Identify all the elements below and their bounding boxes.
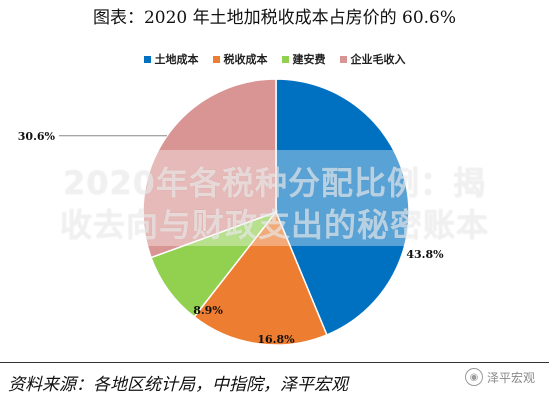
pie-chart: 43.8% 16.8% 8.9% 30.6% xyxy=(18,78,444,346)
source-divider xyxy=(0,362,549,363)
brand-text: 泽平宏观 xyxy=(486,370,535,385)
slice-land xyxy=(275,78,410,336)
watermark-line-1: 2020年各税种分配比例：揭 xyxy=(62,164,487,202)
source-note: 资料来源：各地区统计局，中指院，泽平宏观 xyxy=(8,375,348,395)
watermark-line-2: 收去向与财政支出的秘密账本 xyxy=(59,206,489,244)
legend-item-land: 土地成本 xyxy=(143,51,199,67)
legend-label-build: 建安费 xyxy=(292,53,326,66)
legend-item-build: 建安费 xyxy=(281,51,326,67)
data-label-tax: 16.8% xyxy=(257,333,295,346)
data-label-profit: 30.6% xyxy=(18,130,56,143)
legend-swatch-tax xyxy=(212,55,220,63)
wechat-icon: ◉ xyxy=(464,368,483,386)
data-label-land: 43.8% xyxy=(406,248,444,261)
legend-label-tax: 税收成本 xyxy=(223,53,268,66)
legend-label-land: 土地成本 xyxy=(154,53,199,66)
legend-label-profit: 企业毛收入 xyxy=(350,53,406,66)
slice-profit xyxy=(142,78,277,259)
legend-swatch-build xyxy=(281,55,289,63)
slice-tax xyxy=(193,210,328,346)
legend-swatch-land xyxy=(143,55,151,63)
brand-mark: ◉ 泽平宏观 xyxy=(464,368,535,386)
chart-legend: 土地成本 税收成本 建安费 企业毛收入 xyxy=(0,48,549,70)
legend-swatch-profit xyxy=(339,55,347,63)
chart-title: 图表：2020 年土地加税收成本占房价的 60.6% xyxy=(92,8,457,28)
watermark-band xyxy=(0,150,549,246)
legend-item-tax: 税收成本 xyxy=(212,51,268,67)
data-label-build: 8.9% xyxy=(193,304,223,317)
legend-item-profit: 企业毛收入 xyxy=(339,51,406,67)
